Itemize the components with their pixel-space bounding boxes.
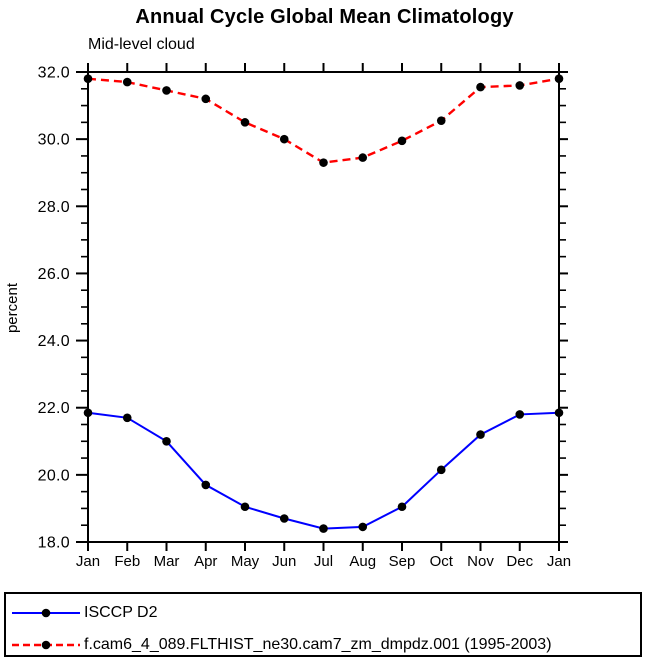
legend-line-sample-solid [12, 608, 80, 617]
data-point [554, 74, 564, 84]
series-line-1 [87, 77, 560, 164]
data-point [358, 522, 368, 532]
x-tick-label: Mar [154, 553, 180, 570]
data-point [122, 77, 132, 87]
plot-area: 18.0 20.0 22.0 24.0 26.0 28.0 30.0 32.0 Jan Feb Ma… [38, 63, 571, 570]
data-point [240, 118, 250, 127]
y-minor-ticks [81, 87, 566, 527]
data-point [83, 408, 93, 418]
y-tick-label: 20.0 [38, 467, 70, 484]
data-point [515, 410, 525, 419]
y-tick-label: 22.0 [38, 400, 70, 417]
legend-item-model-run: f.cam6_4_089.FLTHIST_ne30.cam7_zm_dmpdz.… [6, 631, 640, 658]
y-tick-labels: 18.0 20.0 22.0 24.0 26.0 28.0 30.0 32.0 [38, 65, 70, 552]
x-tick-label: May [231, 553, 260, 570]
data-point [240, 502, 250, 512]
chart-title: Annual Cycle Global Mean Climatology [135, 6, 514, 28]
series-markers-0 [83, 408, 564, 533]
y-tick-label: 26.0 [38, 266, 70, 283]
data-point [436, 465, 446, 475]
x-tick-label: Jun [272, 553, 296, 570]
x-tick-label: Feb [114, 553, 140, 570]
data-point [476, 430, 485, 439]
data-point [162, 436, 171, 446]
y-tick-label: 18.0 [38, 535, 70, 552]
y-ticks [76, 71, 568, 543]
x-tick-label: Jan [76, 553, 100, 570]
x-tick-label: Aug [349, 553, 376, 570]
x-tick-label: Sep [389, 553, 416, 570]
data-point [279, 134, 289, 144]
data-point [319, 158, 328, 167]
chart-subtitle: Mid-level cloud [88, 36, 195, 53]
data-point [476, 82, 485, 92]
legend-label-isccp-d2: ISCCP D2 [84, 603, 158, 621]
x-tick-label: Oct [430, 553, 454, 570]
x-tick-label: Apr [194, 553, 217, 570]
legend-item-isccp-d2: ISCCP D2 [6, 599, 640, 626]
data-point [201, 480, 211, 490]
data-point [397, 502, 407, 512]
y-tick-label: 30.0 [38, 132, 70, 149]
data-point [279, 514, 289, 523]
series-line-0 [87, 411, 560, 530]
y-tick-label: 24.0 [38, 333, 70, 350]
x-tick-label: Nov [467, 553, 494, 570]
data-point [554, 408, 564, 418]
x-ticks [87, 63, 560, 551]
data-point [201, 94, 211, 104]
x-tick-labels: Jan Feb Mar Apr May Jun Jul Aug Sep Oct Nov Dec Jan [76, 553, 571, 570]
y-tick-label: 28.0 [38, 199, 70, 216]
legend-box: ISCCP D2 f.cam6_4_089.FLTHIST_ne30.cam7_… [4, 592, 642, 657]
data-point [122, 413, 132, 423]
legend-label-model-run: f.cam6_4_089.FLTHIST_ne30.cam7_zm_dmpdz.… [84, 635, 552, 653]
x-tick-label: Jan [547, 553, 571, 570]
data-point [83, 74, 93, 84]
data-point [358, 153, 368, 162]
plot-frame [87, 71, 560, 543]
y-tick-label: 32.0 [38, 65, 70, 82]
data-point [397, 136, 407, 146]
x-tick-label: Dec [506, 553, 533, 570]
x-tick-label: Jul [314, 553, 333, 570]
legend-line-sample-dashed [12, 640, 80, 649]
series-markers-1 [83, 74, 564, 167]
data-point [515, 81, 525, 90]
data-point [162, 86, 171, 95]
data-point [436, 116, 446, 125]
data-point [319, 524, 328, 533]
